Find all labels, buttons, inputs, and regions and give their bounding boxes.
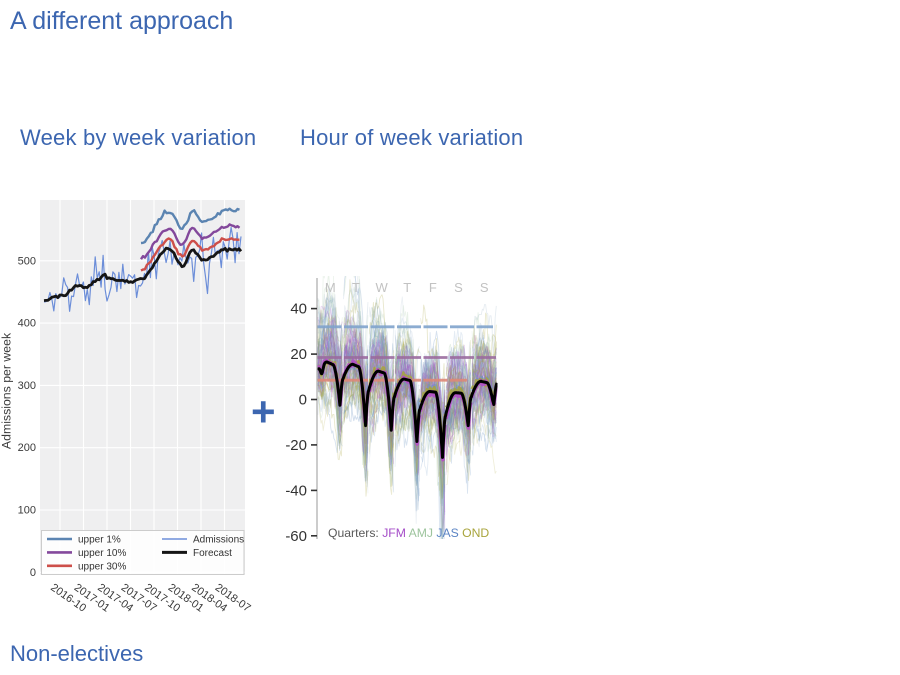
svg-text:-20: -20 (285, 437, 307, 454)
svg-text:T: T (403, 280, 411, 295)
svg-text:20: 20 (290, 346, 307, 363)
svg-text:Forecast: Forecast (193, 548, 232, 559)
svg-text:300: 300 (18, 380, 36, 392)
svg-text:400: 400 (18, 318, 36, 330)
svg-text:0: 0 (30, 567, 36, 579)
svg-text:F: F (429, 280, 437, 295)
svg-text:100: 100 (18, 505, 36, 517)
svg-text:S: S (454, 280, 463, 295)
svg-text:Quarters: JFM AMJ JAS OND: Quarters: JFM AMJ JAS OND (328, 526, 489, 540)
svg-text:upper 10%: upper 10% (78, 548, 126, 559)
svg-text:-60: -60 (285, 528, 307, 545)
svg-text:M: M (325, 280, 336, 295)
svg-text:S: S (480, 280, 489, 295)
svg-text:-40: -40 (285, 482, 307, 499)
svg-text:T: T (352, 280, 360, 295)
svg-text:upper 1%: upper 1% (78, 535, 121, 546)
svg-text:upper 30%: upper 30% (78, 561, 126, 572)
svg-text:0: 0 (299, 392, 307, 409)
svg-text:200: 200 (18, 442, 36, 454)
svg-text:Admissions: Admissions (193, 535, 244, 546)
svg-text:Admissions per week: Admissions per week (0, 332, 14, 449)
svg-text:500: 500 (18, 255, 36, 267)
svg-text:W: W (375, 280, 388, 295)
svg-text:40: 40 (290, 301, 307, 318)
